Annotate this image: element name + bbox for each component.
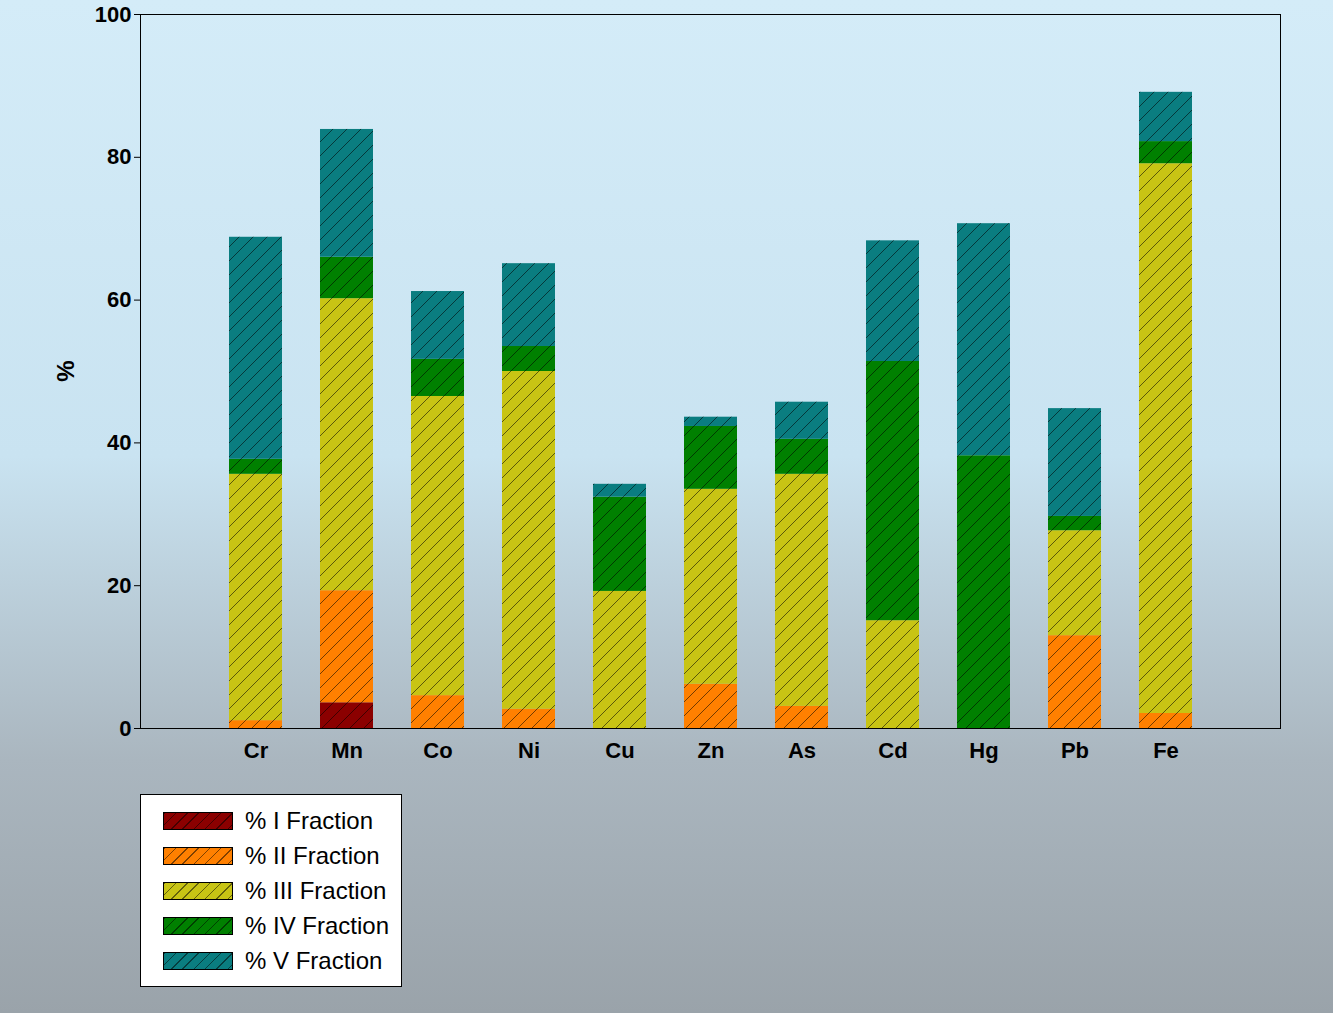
svg-text:60: 60: [107, 287, 131, 312]
svg-text:Zn: Zn: [698, 738, 725, 763]
svg-text:Pb: Pb: [1061, 738, 1089, 763]
svg-text:%: %: [52, 360, 79, 381]
html-text:% II Fraction: % II Fraction: [245, 841, 380, 869]
svg-text:As: As: [788, 738, 816, 763]
html-text:% V Fraction: % V Fraction: [245, 946, 383, 974]
svg-text:40: 40: [107, 430, 131, 455]
svg-text:Hg: Hg: [969, 738, 998, 763]
svg-text:80: 80: [107, 144, 131, 169]
svg-text:0: 0: [119, 716, 131, 741]
html-text:% III Fraction: % III Fraction: [245, 876, 387, 904]
svg-text:Fe: Fe: [1153, 738, 1179, 763]
html-text:% IV Fraction: % IV Fraction: [245, 911, 389, 939]
svg-text:Ni: Ni: [518, 738, 540, 763]
svg-text:100: 100: [95, 2, 132, 27]
svg-text:Cd: Cd: [878, 738, 907, 763]
svg-text:Cu: Cu: [605, 738, 634, 763]
svg-text:Mn: Mn: [331, 738, 363, 763]
svg-text:Cr: Cr: [244, 738, 269, 763]
svg-text:20: 20: [107, 573, 131, 598]
html-text:% I Fraction: % I Fraction: [245, 806, 373, 834]
svg-text:Co: Co: [423, 738, 452, 763]
